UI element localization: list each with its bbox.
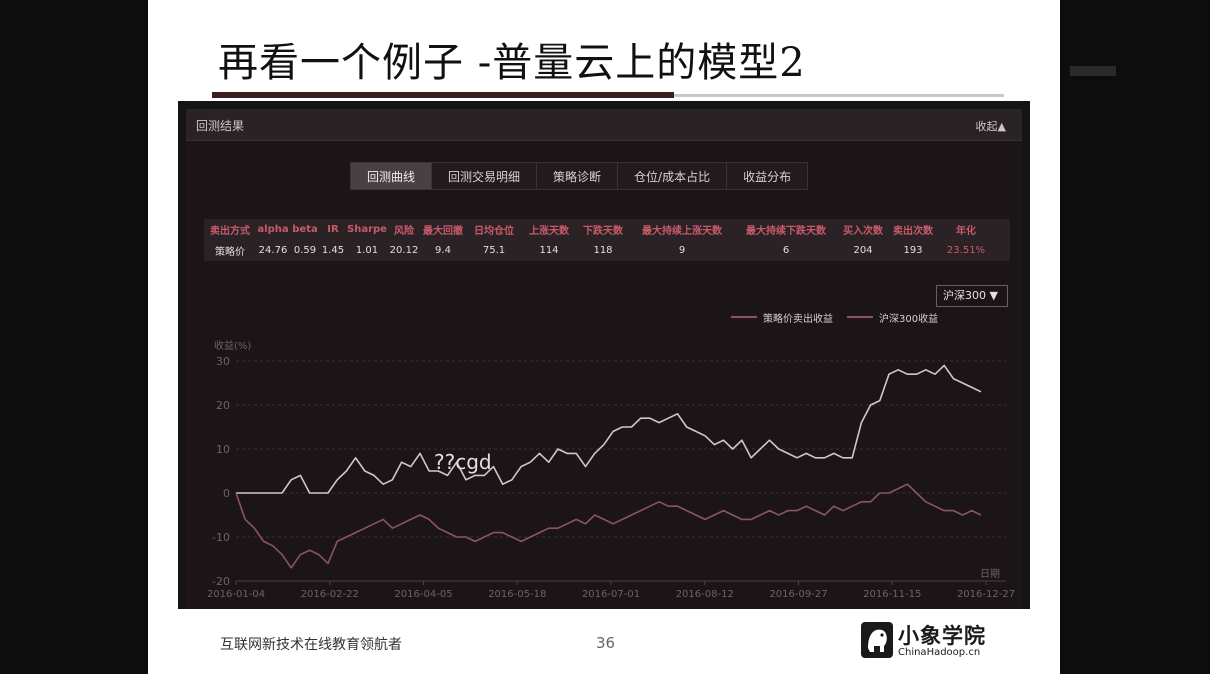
- tab-strategy-diagnosis[interactable]: 策略诊断: [536, 162, 619, 190]
- stats-value: 204: [853, 245, 873, 256]
- stats-header: 最大持续下跌天数: [746, 226, 826, 237]
- benchmark-select[interactable]: 沪深300 ▼: [936, 285, 1008, 307]
- legend-item-strategy[interactable]: 策略价卖出收益: [731, 310, 833, 325]
- stats-header: beta: [292, 224, 318, 235]
- y-tick-label: -10: [212, 531, 230, 544]
- y-tick-label: 10: [216, 443, 230, 456]
- stats-header: 年化: [956, 226, 976, 237]
- stats-value-annualized: 23.51%: [946, 245, 986, 256]
- y-tick-label: 30: [216, 355, 230, 368]
- y-tick-label: -20: [212, 575, 230, 588]
- tab-trade-details[interactable]: 回测交易明细: [431, 162, 538, 190]
- benchmark-line: [235, 483, 982, 569]
- stats-value: 118: [593, 245, 613, 256]
- stats-value: 75.1: [482, 245, 506, 256]
- x-tick-label: 2016-02-22: [301, 589, 359, 600]
- left-frame: [0, 0, 148, 674]
- slide: 再看一个例子 -普量云上的模型2 回测结果 收起▲ 回测曲线 回测交易明细 策略…: [148, 0, 1060, 674]
- chart-legend: 策略价卖出收益 沪深300收益: [731, 309, 952, 325]
- stats-header: 卖出次数: [893, 226, 933, 237]
- stats-header: 卖出方式: [210, 226, 250, 237]
- strategy-line: [236, 364, 982, 494]
- x-tick-label: 2016-12-27: [957, 589, 1015, 600]
- y-axis-label: 收益(%): [214, 339, 251, 352]
- stats-table: 卖出方式 alpha beta IR Sharpe 风险 最大回撤 日均仓位 上…: [204, 219, 1010, 261]
- x-tick-label: 2016-05-18: [488, 589, 546, 600]
- backtest-panel: 回测结果 收起▲ 回测曲线 回测交易明细 策略诊断 仓位/成本占比 收益分布 卖…: [186, 109, 1022, 609]
- legend-label-strategy: 策略价卖出收益: [763, 313, 833, 325]
- stats-value: 0.59: [293, 245, 317, 256]
- stats-header: 最大持续上涨天数: [642, 226, 722, 237]
- x-axis-label: 日期: [980, 568, 1000, 580]
- logo-text-cn: 小象学院: [898, 624, 986, 648]
- stats-value: 114: [539, 245, 559, 256]
- stats-value: 策略价: [215, 247, 245, 258]
- elephant-logo-icon: [861, 622, 893, 658]
- x-tick-label: 2016-07-01: [582, 589, 640, 600]
- stats-header: 买入次数: [843, 226, 883, 237]
- logo-text-en: ChinaHadoop.cn: [898, 647, 981, 658]
- y-tick-label: 20: [216, 399, 230, 412]
- legend-swatch-benchmark: [847, 316, 873, 318]
- stats-header: 风险: [394, 226, 414, 237]
- stats-value: 1.01: [355, 245, 379, 256]
- page-number: 36: [596, 634, 616, 652]
- stats-header: 上涨天数: [529, 226, 569, 237]
- side-decoration: [1070, 66, 1116, 76]
- legend-swatch-strategy: [731, 316, 757, 318]
- stats-header: alpha: [257, 224, 289, 235]
- stats-header: 最大回撤: [423, 226, 463, 237]
- stats-header: 日均仓位: [474, 226, 514, 237]
- tab-bar: 回测曲线 回测交易明细 策略诊断 仓位/成本占比 收益分布: [350, 162, 809, 190]
- logo: 小象学院 ChinaHadoop.cn: [860, 620, 1000, 664]
- slide-title: 再看一个例子 -普量云上的模型2: [218, 40, 806, 86]
- panel-header: 回测结果 收起▲: [186, 109, 1022, 141]
- title-rule-light: [674, 94, 1004, 97]
- backtest-screenshot: 回测结果 收起▲ 回测曲线 回测交易明细 策略诊断 仓位/成本占比 收益分布 卖…: [178, 101, 1030, 609]
- stats-header: Sharpe: [347, 224, 387, 235]
- stats-value: 6: [782, 245, 790, 256]
- stats-header: IR: [327, 224, 339, 235]
- stats-value: 1.45: [321, 245, 345, 256]
- stats-value: 193: [903, 245, 923, 256]
- stats-header-row: 卖出方式 alpha beta IR Sharpe 风险 最大回撤 日均仓位 上…: [204, 219, 1010, 240]
- tab-backtest-curve[interactable]: 回测曲线: [350, 162, 433, 190]
- tab-position-cost[interactable]: 仓位/成本占比: [617, 162, 728, 190]
- x-tick-label: 2016-01-04: [207, 589, 265, 600]
- panel-title: 回测结果: [196, 119, 245, 133]
- x-tick-label: 2016-11-15: [863, 589, 921, 600]
- x-tick-label: 2016-08-12: [676, 589, 734, 600]
- stats-value: 9.4: [435, 245, 451, 256]
- stats-value: 24.76: [258, 245, 288, 256]
- stats-value: 9: [678, 245, 686, 256]
- stats-value-row: 策略价 24.76 0.59 1.45 1.01 20.12 9.4 75.1 …: [204, 240, 1010, 261]
- x-tick-label: 2016-09-27: [769, 589, 827, 600]
- footer-text: 互联网新技术在线教育领航者: [220, 637, 402, 653]
- tab-return-distribution[interactable]: 收益分布: [726, 162, 809, 190]
- stats-header: 下跌天数: [583, 226, 623, 237]
- collapse-button[interactable]: 收起▲: [975, 120, 1006, 133]
- x-tick-label: 2016-04-05: [394, 589, 452, 600]
- overlay-text: ??cgd: [434, 450, 492, 474]
- y-tick-label: 0: [223, 487, 230, 500]
- legend-label-benchmark: 沪深300收益: [879, 313, 939, 325]
- legend-item-benchmark[interactable]: 沪深300收益: [847, 310, 938, 325]
- stats-value: 20.12: [389, 245, 419, 256]
- right-frame: [1060, 0, 1210, 674]
- title-rule-dark: [212, 92, 674, 98]
